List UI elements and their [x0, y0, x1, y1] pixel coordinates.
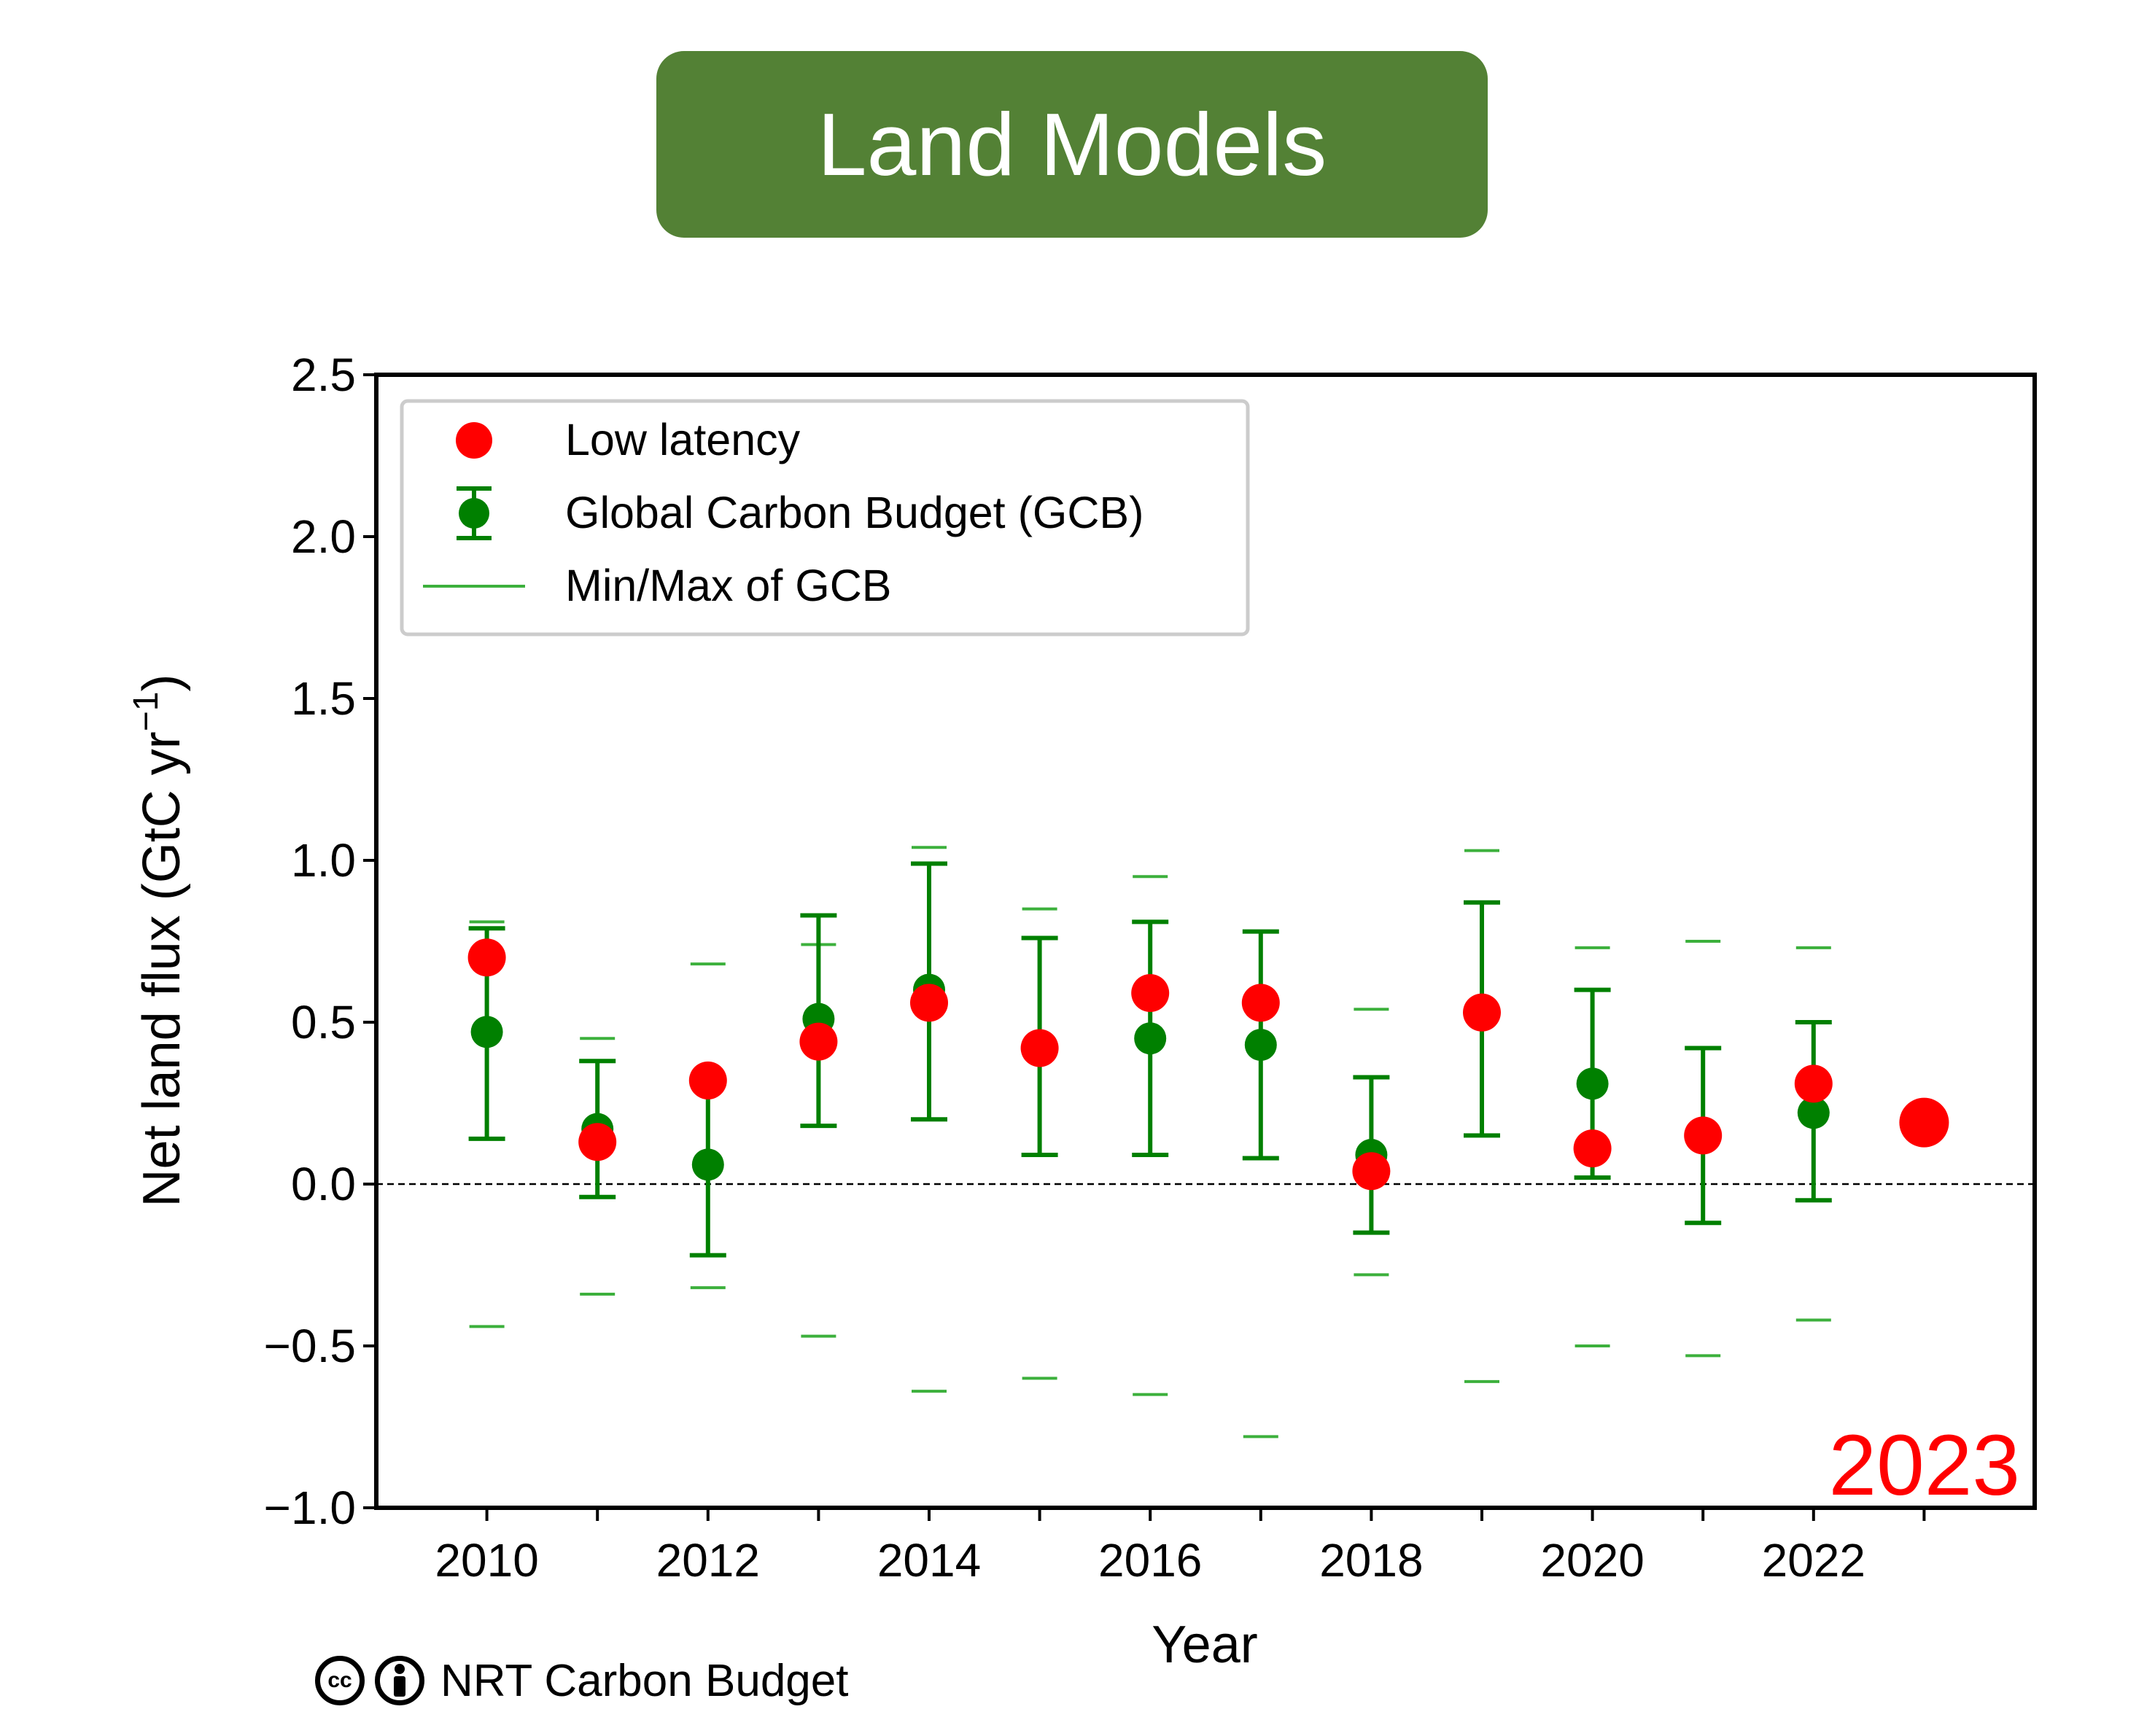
plot-frame	[374, 373, 2037, 1510]
title-banner: Land Models	[656, 51, 1488, 238]
y-axis-label: Net land flux (GtC yr−1)	[127, 674, 191, 1207]
low-latency-point-2023	[1899, 1097, 1949, 1148]
low-latency-point-2017	[1241, 984, 1280, 1022]
low-latency-points-layer	[467, 938, 1949, 1191]
credit-text: NRT Carbon Budget	[440, 1655, 849, 1706]
y-tick-label: 0.5	[291, 996, 356, 1048]
x-tick-label: 2012	[656, 1534, 760, 1587]
gcb-point-2017	[1244, 1029, 1277, 1062]
gcb-point-2022	[1797, 1097, 1830, 1129]
year-annotation: 2023	[1828, 1417, 2020, 1514]
gcb-point-2020	[1576, 1067, 1609, 1100]
legend-minmax-label: Min/Max of GCB	[565, 561, 891, 610]
legend-gcb-label: Global Carbon Budget (GCB)	[565, 488, 1143, 537]
legend-low-latency-marker	[456, 422, 492, 459]
legend-low-latency-label: Low latency	[565, 415, 801, 464]
low-latency-point-2016	[1131, 974, 1170, 1013]
low-latency-point-2022	[1794, 1064, 1833, 1103]
low-latency-point-2015	[1020, 1029, 1059, 1067]
low-latency-point-2010	[467, 938, 506, 977]
y-tick-label: −1.0	[264, 1482, 356, 1534]
legend: Low latency Global Carbon Budget (GCB) M…	[400, 399, 1250, 637]
x-tick-label: 2016	[1098, 1534, 1202, 1587]
x-axis-label: Year	[1152, 1616, 1257, 1674]
y-tick-label: 0.0	[291, 1158, 356, 1210]
x-tick-label: 2014	[877, 1534, 981, 1587]
x-tick-label: 2010	[435, 1534, 538, 1587]
y-tick-label: −0.5	[264, 1320, 356, 1372]
legend-frame	[400, 399, 1250, 637]
low-latency-point-2012	[688, 1061, 727, 1099]
errorbar-layer	[468, 861, 1832, 1258]
low-latency-point-2013	[799, 1022, 838, 1061]
low-latency-point-2018	[1352, 1152, 1391, 1191]
gcb-point-2016	[1134, 1022, 1167, 1055]
x-tick-label: 2020	[1540, 1534, 1644, 1587]
low-latency-point-2014	[910, 984, 948, 1022]
y-tick-label: 1.0	[291, 834, 356, 887]
x-tick-label: 2018	[1319, 1534, 1423, 1587]
gcb-point-2012	[691, 1148, 724, 1181]
y-tick-label: 2.5	[291, 349, 356, 401]
attribution-person-icon	[375, 1656, 424, 1705]
legend-gcb-marker	[457, 486, 492, 540]
low-latency-point-2021	[1684, 1116, 1723, 1155]
y-tick-label: 2.0	[291, 510, 356, 563]
gcb-point-2010	[470, 1016, 503, 1048]
creative-commons-icon: cc	[315, 1656, 365, 1705]
axes-layer: 2.5 2.0 1.5 1.0 0.5 0.0 −0.5 −1.0 2010 2012 2014 20…	[264, 349, 2037, 1587]
low-latency-point-2019	[1463, 993, 1501, 1032]
low-latency-point-2020	[1573, 1129, 1612, 1168]
credit-line: cc NRT Carbon Budget	[315, 1649, 848, 1712]
y-tick-label: 1.5	[291, 672, 356, 725]
x-tick-label: 2022	[1762, 1534, 1865, 1587]
low-latency-point-2011	[578, 1123, 617, 1161]
page-title: Land Models	[817, 95, 1327, 194]
